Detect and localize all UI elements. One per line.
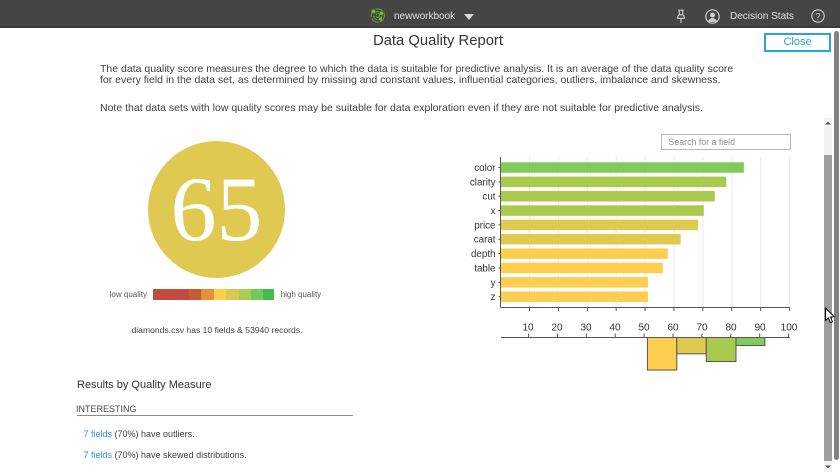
svg-text:20: 20: [551, 323, 563, 334]
svg-text:cut: cut: [482, 192, 495, 203]
svg-text:100: 100: [781, 323, 798, 334]
svg-text:?: ?: [815, 11, 820, 22]
svg-text:carat: carat: [474, 235, 496, 246]
svg-text:depth: depth: [471, 249, 496, 260]
svg-text:table: table: [474, 263, 496, 274]
svg-text:30: 30: [580, 323, 592, 334]
svg-text:90: 90: [754, 323, 766, 334]
svg-text:y: y: [491, 278, 496, 289]
svg-text:50: 50: [638, 323, 650, 334]
svg-text:x: x: [491, 206, 496, 217]
svg-text:40: 40: [609, 323, 621, 334]
svg-text:60: 60: [667, 323, 679, 334]
svg-text:color: color: [474, 163, 496, 174]
svg-text:z: z: [491, 292, 496, 303]
svg-text:10: 10: [522, 323, 534, 334]
svg-text:70: 70: [696, 323, 708, 334]
svg-text:price: price: [474, 220, 496, 231]
svg-text:clarity: clarity: [470, 177, 496, 188]
svg-text:80: 80: [725, 323, 737, 334]
